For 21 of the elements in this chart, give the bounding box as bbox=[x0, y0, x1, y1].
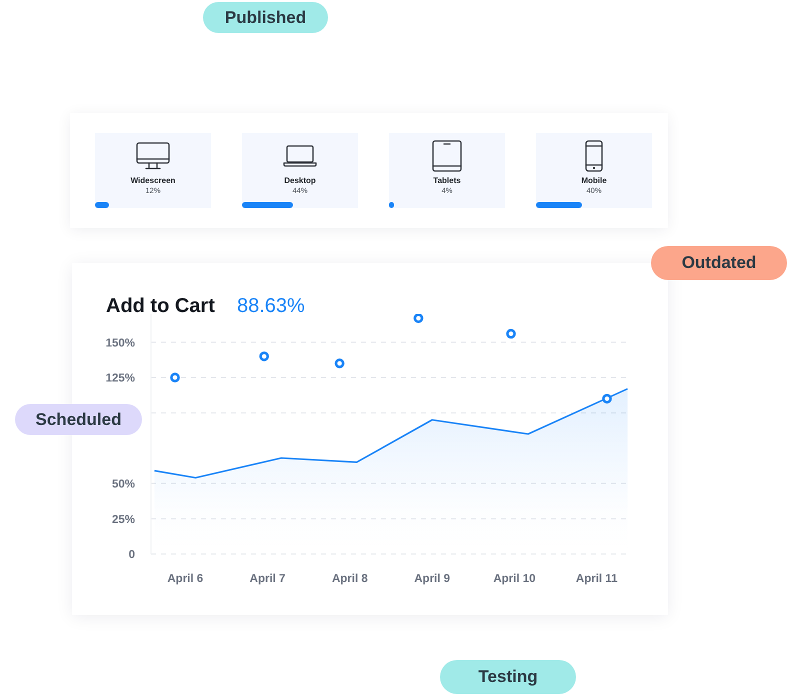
category-label: Tablets bbox=[432, 176, 462, 186]
text: Testing bbox=[478, 667, 538, 687]
category-label: Desktop bbox=[283, 176, 317, 186]
text: Published bbox=[224, 8, 306, 28]
chart-title: Add to Cart bbox=[106, 294, 215, 319]
category-label: Widescreen bbox=[130, 176, 176, 186]
x-tick-label: April 10 bbox=[493, 573, 536, 586]
y-tick-label: 25% bbox=[112, 514, 135, 526]
chart-subtitle: 88.63% bbox=[237, 294, 305, 319]
x-tick-label: April 6 bbox=[167, 573, 204, 586]
y-tick-label: 0 bbox=[128, 549, 135, 562]
x-tick-label: April 9 bbox=[414, 573, 450, 586]
text: Scheduled bbox=[36, 410, 122, 430]
text: Outdated bbox=[682, 253, 756, 273]
y-tick-label: 125% bbox=[106, 372, 135, 385]
x-tick-label: April 8 bbox=[332, 573, 368, 586]
y-tick-label: 150% bbox=[106, 337, 135, 350]
category-label: Mobile bbox=[580, 176, 608, 186]
y-tick-label: 50% bbox=[112, 478, 135, 490]
x-tick-label: April 7 bbox=[250, 573, 286, 586]
x-tick-label: April 11 bbox=[576, 573, 618, 586]
